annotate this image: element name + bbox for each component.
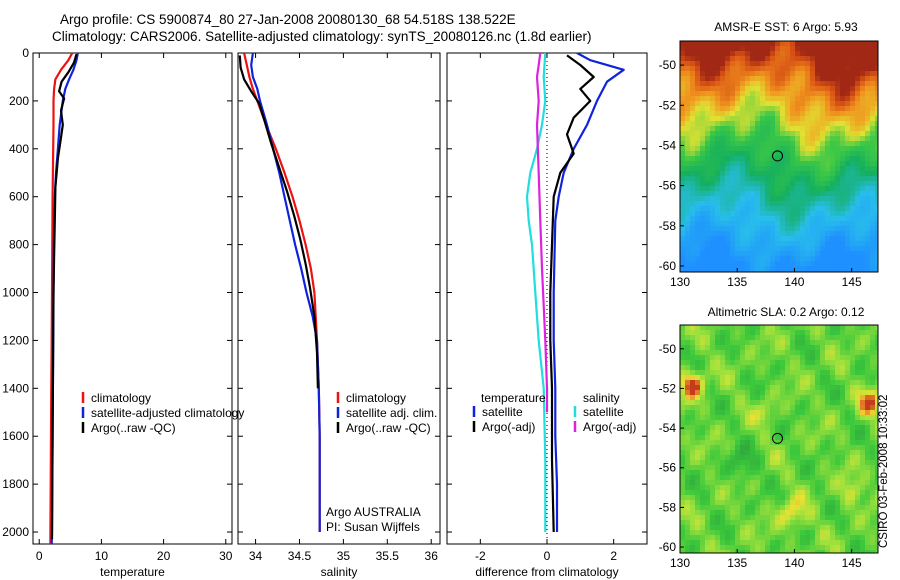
difference-legend-item-label: satellite	[482, 405, 523, 419]
depth-tick-label: 200	[9, 94, 29, 108]
sst-map-ytick-label: -54	[659, 138, 677, 152]
pi-label: PI: Susan Wijffels	[326, 520, 420, 534]
depth-tick-label: 1400	[2, 381, 29, 395]
salinity-series-2	[238, 55, 319, 389]
sst-map-xtick-label: 130	[670, 275, 690, 289]
figure-title-line2: Climatology: CARS2006. Satellite-adjuste…	[52, 29, 592, 44]
temperature-legend-item-label: satellite-adjusted climatology	[91, 406, 244, 420]
sst-map-field	[680, 41, 879, 273]
sla-map-ytick-label: -50	[659, 342, 677, 356]
depth-tick-label: 1200	[2, 333, 29, 347]
salinity-series-1	[250, 53, 321, 532]
sst-map-frame	[679, 40, 879, 273]
difference-series-3	[535, 53, 549, 413]
sla-map-xtick-label: 140	[784, 556, 804, 570]
difference-series-2	[525, 53, 547, 532]
salinity-xtick-label: 35	[337, 549, 351, 563]
depth-tick-label: 1000	[2, 286, 29, 300]
difference-frame	[446, 52, 648, 545]
temperature-frame	[32, 52, 233, 545]
sla-map-xtick-label: 135	[727, 556, 747, 570]
profile-panel-temperature: 0 10 20 30 0 200 400 600 800 1000 1200 1400 1600 1800…	[2, 46, 232, 579]
depth-tick-label: 1800	[2, 477, 29, 491]
sla-map: 130 135 140 145 -50 -52 -54 -56 -58 -60	[659, 324, 879, 570]
temperature-xtick-label: 0	[36, 549, 43, 563]
depth-tick-label: 800	[9, 238, 29, 252]
temperature-series-2	[50, 53, 78, 540]
temperature-xtick-label: 30	[219, 549, 233, 563]
sst-map-xtick-label: 145	[842, 275, 862, 289]
difference-xtick-label: -2	[475, 549, 486, 563]
temperature-xlabel: temperature	[100, 565, 165, 579]
sst-map-title: AMSR-E SST: 6 Argo: 5.93	[714, 20, 858, 34]
sst-map: 130 135 140 145 -50 -52 -54 -56 -58 -60	[659, 40, 879, 289]
difference-series-1	[549, 54, 595, 533]
sst-map-ytick-label: -60	[659, 259, 677, 273]
sla-map-frame	[679, 324, 879, 554]
difference-legend-item-label: satellite	[583, 405, 624, 419]
salinity-xtick-label: 36	[425, 549, 439, 563]
profile-panel-difference: -2 0 2 difference from climatology	[446, 52, 648, 579]
sst-map-ytick-label: -58	[659, 219, 677, 233]
difference-series-0	[552, 53, 625, 532]
sla-map-ytick-label: -54	[659, 421, 677, 435]
difference-xlabel: difference from climatology	[475, 565, 618, 579]
difference-xtick-label: 2	[610, 549, 617, 563]
depth-tick-label: 400	[9, 142, 29, 156]
sla-map-ytick-label: -58	[659, 500, 677, 514]
difference-legend-item-label: Argo(-adj)	[583, 420, 636, 434]
salinity-xlabel: salinity	[321, 565, 358, 579]
salinity-series-0	[243, 53, 321, 532]
sst-map-ytick-label: -50	[659, 58, 677, 72]
sla-map-ytick-label: -56	[659, 461, 677, 475]
salinity-xtick-label: 35.5	[376, 549, 400, 563]
sst-map-xtick-label: 135	[727, 275, 747, 289]
temperature-series-0	[49, 53, 74, 544]
legend-title-temperature: temperature	[481, 391, 546, 405]
sla-map-ytick-label: -52	[659, 381, 677, 395]
sst-map-ytick-label: -56	[659, 179, 677, 193]
sla-map-field	[680, 325, 879, 554]
temperature-legend-item-label: climatology	[91, 391, 151, 405]
sla-map-xtick-label: 130	[670, 556, 690, 570]
temperature-series-1	[50, 53, 79, 544]
sla-map-argo-marker	[772, 432, 784, 444]
sst-map-argo-marker	[772, 150, 784, 162]
salinity-xtick-label: 34	[249, 549, 263, 563]
argo-australia-label: Argo AUSTRALIA	[326, 505, 421, 519]
figure-title-line1: Argo profile: CS 5900874_80 27-Jan-2008 …	[60, 12, 516, 27]
depth-tick-label: 600	[9, 190, 29, 204]
difference-legend-item-label: Argo(-adj)	[482, 420, 535, 434]
salinity-legend-item-label: Argo(..raw -QC)	[346, 421, 431, 435]
legend-title-salinity: salinity	[583, 391, 620, 405]
sla-map-title: Altimetric SLA: 0.2 Argo: 0.12	[707, 305, 865, 319]
temperature-legend-item-label: Argo(..raw -QC)	[91, 421, 176, 435]
temperature-xtick-label: 10	[95, 549, 109, 563]
salinity-xtick-label: 34.5	[288, 549, 312, 563]
difference-xtick-label: 0	[544, 549, 551, 563]
salinity-legend-item-label: climatology	[346, 391, 406, 405]
temperature-xtick-label: 20	[157, 549, 171, 563]
depth-tick-label: 1600	[2, 429, 29, 443]
difference-legend: temperature salinitysatelliteArgo(-adj)sa…	[472, 391, 636, 434]
profile-panel-salinity: 34 34.5 35 35.5 36 salinity	[237, 52, 441, 579]
sst-map-ytick-label: -52	[659, 98, 677, 112]
depth-tick-label: 2000	[2, 525, 29, 539]
sla-map-xtick-label: 145	[842, 556, 862, 570]
sla-map-ytick-label: -60	[659, 540, 677, 554]
salinity-legend-item-label: satellite adj. clim.	[346, 406, 437, 420]
sst-map-xtick-label: 140	[784, 275, 804, 289]
depth-tick-label: 0	[22, 46, 29, 60]
salinity-frame	[237, 52, 441, 545]
